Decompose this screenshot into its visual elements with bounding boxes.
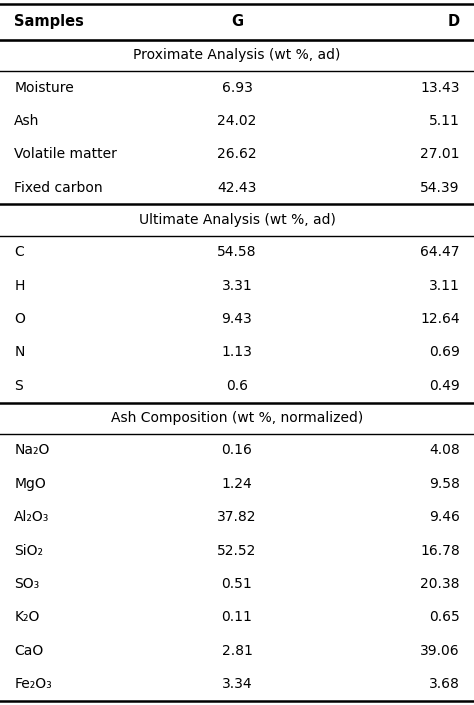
Text: Volatile matter: Volatile matter xyxy=(14,147,117,161)
Text: S: S xyxy=(14,379,23,393)
Text: Proximate Analysis (wt %, ad): Proximate Analysis (wt %, ad) xyxy=(133,48,341,62)
Text: 3.11: 3.11 xyxy=(429,278,460,293)
Text: C: C xyxy=(14,245,24,259)
Text: N: N xyxy=(14,345,25,360)
Text: 4.08: 4.08 xyxy=(429,443,460,458)
Text: MgO: MgO xyxy=(14,477,46,491)
Text: 24.02: 24.02 xyxy=(217,114,257,128)
Text: Ash: Ash xyxy=(14,114,40,128)
Text: 3.68: 3.68 xyxy=(429,678,460,692)
Text: 1.13: 1.13 xyxy=(221,345,253,360)
Text: 13.43: 13.43 xyxy=(420,80,460,94)
Text: G: G xyxy=(231,14,243,30)
Text: 39.06: 39.06 xyxy=(420,644,460,658)
Text: D: D xyxy=(447,14,460,30)
Text: 54.58: 54.58 xyxy=(217,245,257,259)
Text: 16.78: 16.78 xyxy=(420,544,460,558)
Text: K₂O: K₂O xyxy=(14,611,40,625)
Text: Fixed carbon: Fixed carbon xyxy=(14,180,103,195)
Text: 0.49: 0.49 xyxy=(429,379,460,393)
Text: 3.34: 3.34 xyxy=(222,678,252,692)
Text: Moisture: Moisture xyxy=(14,80,74,94)
Text: 26.62: 26.62 xyxy=(217,147,257,161)
Text: Fe₂O₃: Fe₂O₃ xyxy=(14,678,52,692)
Text: SiO₂: SiO₂ xyxy=(14,544,43,558)
Text: 0.6: 0.6 xyxy=(226,379,248,393)
Text: 5.11: 5.11 xyxy=(429,114,460,128)
Text: 12.64: 12.64 xyxy=(420,312,460,326)
Text: Ash Composition (wt %, normalized): Ash Composition (wt %, normalized) xyxy=(111,411,363,425)
Text: 42.43: 42.43 xyxy=(217,180,257,195)
Text: 64.47: 64.47 xyxy=(420,245,460,259)
Text: H: H xyxy=(14,278,25,293)
Text: 9.43: 9.43 xyxy=(222,312,252,326)
Text: SO₃: SO₃ xyxy=(14,577,39,591)
Text: O: O xyxy=(14,312,25,326)
Text: 0.69: 0.69 xyxy=(429,345,460,360)
Text: 0.51: 0.51 xyxy=(222,577,252,591)
Text: 9.58: 9.58 xyxy=(429,477,460,491)
Text: 6.93: 6.93 xyxy=(221,80,253,94)
Text: 9.46: 9.46 xyxy=(429,510,460,525)
Text: Samples: Samples xyxy=(14,14,84,30)
Text: 0.65: 0.65 xyxy=(429,611,460,625)
Text: CaO: CaO xyxy=(14,644,44,658)
Text: 1.24: 1.24 xyxy=(222,477,252,491)
Text: Ultimate Analysis (wt %, ad): Ultimate Analysis (wt %, ad) xyxy=(138,213,336,227)
Text: 54.39: 54.39 xyxy=(420,180,460,195)
Text: 3.31: 3.31 xyxy=(222,278,252,293)
Text: 2.81: 2.81 xyxy=(221,644,253,658)
Text: 20.38: 20.38 xyxy=(420,577,460,591)
Text: 27.01: 27.01 xyxy=(420,147,460,161)
Text: 37.82: 37.82 xyxy=(217,510,257,525)
Text: 0.11: 0.11 xyxy=(221,611,253,625)
Text: 0.16: 0.16 xyxy=(221,443,253,458)
Text: 52.52: 52.52 xyxy=(217,544,257,558)
Text: Na₂O: Na₂O xyxy=(14,443,50,458)
Text: Al₂O₃: Al₂O₃ xyxy=(14,510,50,525)
